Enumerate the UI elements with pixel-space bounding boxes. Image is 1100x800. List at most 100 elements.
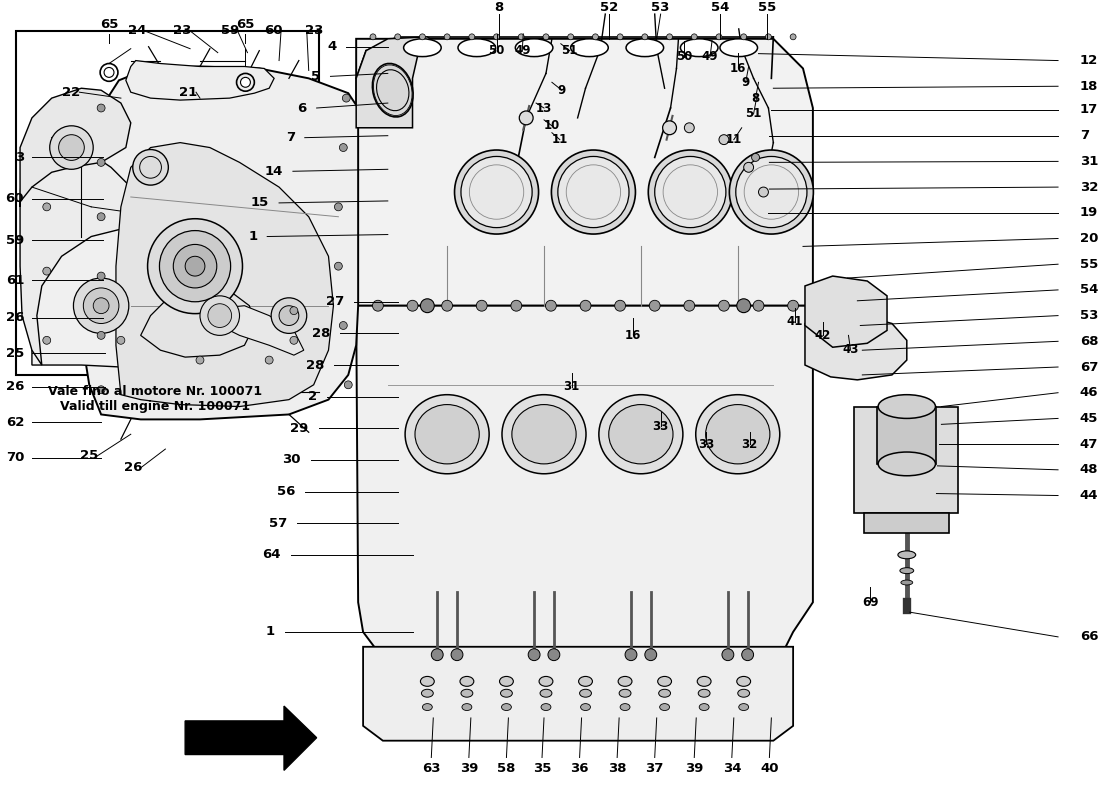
Circle shape (290, 306, 298, 314)
Circle shape (719, 134, 729, 145)
Bar (855, 406, 958, 514)
Ellipse shape (462, 704, 472, 710)
Ellipse shape (878, 394, 935, 418)
Circle shape (43, 336, 51, 344)
Ellipse shape (729, 150, 813, 234)
Text: 5: 5 (311, 70, 320, 83)
Circle shape (722, 649, 734, 661)
Ellipse shape (658, 677, 671, 686)
Circle shape (370, 34, 376, 40)
Circle shape (200, 296, 240, 335)
Circle shape (546, 300, 557, 311)
Circle shape (97, 272, 106, 280)
Circle shape (395, 34, 400, 40)
Circle shape (476, 300, 487, 311)
Circle shape (528, 649, 540, 661)
Circle shape (788, 300, 799, 311)
Ellipse shape (454, 150, 539, 234)
Text: 58: 58 (497, 762, 516, 775)
Circle shape (185, 256, 205, 276)
Ellipse shape (421, 690, 433, 697)
Circle shape (97, 158, 106, 166)
Circle shape (84, 288, 119, 323)
Text: 38: 38 (608, 762, 626, 775)
Ellipse shape (901, 580, 913, 585)
Circle shape (790, 34, 796, 40)
Circle shape (580, 300, 591, 311)
Circle shape (334, 203, 342, 211)
Text: 4: 4 (327, 40, 337, 54)
Text: 9: 9 (558, 84, 565, 97)
Ellipse shape (539, 677, 553, 686)
Text: 55: 55 (758, 1, 777, 14)
Polygon shape (220, 306, 304, 355)
Text: 2: 2 (308, 390, 317, 403)
Ellipse shape (502, 394, 586, 474)
Circle shape (147, 218, 242, 314)
Ellipse shape (736, 157, 807, 228)
Circle shape (97, 213, 106, 221)
Text: 21: 21 (179, 86, 197, 98)
Ellipse shape (598, 394, 683, 474)
Text: 28: 28 (306, 358, 324, 371)
Text: 44: 44 (1080, 489, 1098, 502)
Circle shape (451, 649, 463, 661)
Circle shape (160, 230, 231, 302)
Circle shape (649, 300, 660, 311)
Text: 10: 10 (543, 119, 560, 132)
Polygon shape (356, 39, 813, 306)
Circle shape (279, 306, 299, 326)
Circle shape (74, 278, 129, 334)
Circle shape (744, 162, 754, 172)
Ellipse shape (551, 150, 636, 234)
Polygon shape (125, 61, 274, 100)
Text: 43: 43 (843, 342, 859, 356)
Ellipse shape (580, 690, 592, 697)
Ellipse shape (571, 39, 608, 57)
Ellipse shape (618, 677, 632, 686)
Polygon shape (356, 306, 813, 652)
Ellipse shape (461, 690, 473, 697)
Ellipse shape (698, 690, 711, 697)
Ellipse shape (422, 704, 432, 710)
Circle shape (667, 34, 672, 40)
Text: 18: 18 (1080, 80, 1098, 93)
Text: 39: 39 (685, 762, 703, 775)
Polygon shape (20, 138, 131, 365)
Ellipse shape (502, 704, 512, 710)
Text: 8: 8 (751, 92, 760, 105)
Text: 45: 45 (1080, 412, 1098, 425)
Text: 33: 33 (652, 420, 669, 433)
Text: 25: 25 (80, 450, 98, 462)
Text: 61: 61 (6, 274, 24, 286)
Circle shape (684, 300, 695, 311)
Text: 16: 16 (625, 329, 641, 342)
Text: 37: 37 (646, 762, 664, 775)
Text: 66: 66 (1080, 630, 1098, 643)
Text: Vale fino al motore Nr. 100071: Vale fino al motore Nr. 100071 (48, 386, 263, 398)
Text: 16: 16 (729, 62, 746, 75)
Circle shape (494, 34, 499, 40)
Text: 15: 15 (251, 197, 270, 210)
Ellipse shape (900, 568, 914, 574)
Circle shape (334, 262, 342, 270)
Circle shape (691, 34, 697, 40)
Circle shape (208, 304, 232, 327)
Ellipse shape (579, 677, 593, 686)
Polygon shape (79, 66, 359, 419)
Text: 53: 53 (1080, 309, 1098, 322)
Circle shape (43, 203, 51, 211)
Text: 14: 14 (265, 165, 283, 178)
Text: 55: 55 (1080, 258, 1098, 270)
Circle shape (272, 298, 307, 334)
Ellipse shape (512, 405, 576, 464)
Ellipse shape (515, 39, 553, 57)
Ellipse shape (659, 690, 671, 697)
Polygon shape (185, 706, 317, 770)
Circle shape (469, 34, 475, 40)
Polygon shape (805, 314, 906, 380)
Polygon shape (141, 286, 254, 357)
Text: 34: 34 (723, 762, 741, 775)
Text: 36: 36 (570, 762, 589, 775)
Bar (865, 514, 949, 533)
